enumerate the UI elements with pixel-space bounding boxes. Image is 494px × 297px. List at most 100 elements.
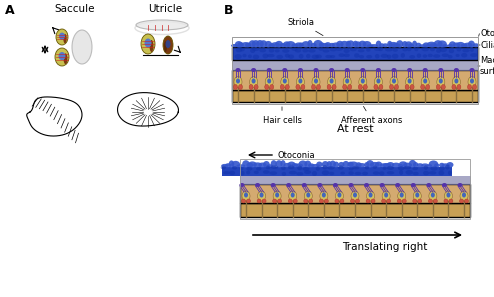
Ellipse shape: [384, 192, 388, 198]
Ellipse shape: [344, 53, 350, 57]
Ellipse shape: [263, 170, 270, 174]
Ellipse shape: [351, 199, 355, 203]
Ellipse shape: [271, 165, 279, 169]
Ellipse shape: [407, 68, 412, 72]
Ellipse shape: [359, 77, 367, 88]
Ellipse shape: [467, 85, 471, 89]
Ellipse shape: [369, 192, 372, 198]
Ellipse shape: [270, 85, 274, 89]
Ellipse shape: [349, 162, 358, 168]
Ellipse shape: [445, 191, 453, 201]
Ellipse shape: [342, 161, 349, 168]
Ellipse shape: [269, 171, 277, 175]
Ellipse shape: [413, 162, 418, 168]
Ellipse shape: [449, 41, 456, 48]
Text: Striola: Striola: [288, 18, 323, 36]
Polygon shape: [222, 167, 452, 176]
Ellipse shape: [408, 44, 414, 48]
Ellipse shape: [360, 68, 365, 72]
Ellipse shape: [325, 55, 332, 58]
Ellipse shape: [284, 163, 291, 168]
FancyBboxPatch shape: [240, 184, 470, 203]
FancyBboxPatch shape: [240, 203, 470, 217]
Ellipse shape: [275, 49, 280, 53]
Ellipse shape: [448, 171, 452, 175]
Ellipse shape: [370, 162, 379, 168]
Ellipse shape: [322, 161, 329, 168]
Ellipse shape: [406, 170, 413, 175]
Ellipse shape: [238, 42, 244, 48]
Ellipse shape: [350, 48, 357, 51]
Ellipse shape: [304, 170, 311, 174]
Ellipse shape: [280, 160, 286, 168]
Ellipse shape: [293, 199, 297, 203]
Ellipse shape: [431, 192, 435, 198]
Ellipse shape: [442, 163, 450, 168]
Ellipse shape: [346, 41, 351, 48]
Ellipse shape: [333, 162, 339, 168]
Ellipse shape: [64, 53, 68, 64]
Text: Saccule: Saccule: [55, 4, 95, 14]
Ellipse shape: [352, 166, 360, 170]
Ellipse shape: [163, 36, 173, 54]
Text: A: A: [5, 4, 15, 17]
Ellipse shape: [302, 183, 307, 187]
Ellipse shape: [317, 85, 321, 89]
Ellipse shape: [343, 85, 347, 89]
Ellipse shape: [453, 77, 460, 88]
Text: Otoconia: Otoconia: [277, 151, 315, 159]
Ellipse shape: [291, 48, 297, 51]
Ellipse shape: [426, 85, 430, 89]
Ellipse shape: [364, 162, 370, 168]
Ellipse shape: [301, 85, 305, 89]
Ellipse shape: [298, 68, 303, 72]
Ellipse shape: [314, 78, 318, 83]
Ellipse shape: [434, 163, 440, 168]
Ellipse shape: [449, 199, 453, 203]
Ellipse shape: [367, 44, 373, 47]
Ellipse shape: [366, 55, 372, 59]
Ellipse shape: [242, 191, 250, 201]
Ellipse shape: [322, 192, 326, 198]
FancyBboxPatch shape: [232, 70, 478, 90]
Ellipse shape: [361, 78, 365, 83]
Ellipse shape: [347, 40, 355, 48]
Ellipse shape: [373, 165, 377, 169]
Ellipse shape: [404, 166, 412, 169]
Ellipse shape: [295, 163, 303, 168]
Ellipse shape: [391, 43, 401, 48]
Ellipse shape: [358, 85, 362, 89]
Ellipse shape: [422, 54, 427, 58]
Polygon shape: [240, 176, 470, 184]
Ellipse shape: [267, 78, 271, 83]
Ellipse shape: [221, 164, 229, 167]
Ellipse shape: [370, 44, 378, 47]
Ellipse shape: [322, 165, 328, 170]
Ellipse shape: [365, 166, 369, 169]
Ellipse shape: [336, 41, 343, 48]
Ellipse shape: [338, 162, 344, 168]
Ellipse shape: [241, 42, 250, 48]
Ellipse shape: [302, 41, 310, 48]
Ellipse shape: [256, 40, 264, 48]
Ellipse shape: [63, 34, 67, 43]
Ellipse shape: [414, 47, 418, 51]
Ellipse shape: [354, 53, 360, 58]
Ellipse shape: [280, 43, 287, 48]
Ellipse shape: [141, 34, 155, 54]
Ellipse shape: [426, 42, 437, 48]
Ellipse shape: [322, 170, 329, 175]
Ellipse shape: [367, 191, 374, 201]
Ellipse shape: [150, 40, 154, 52]
Ellipse shape: [335, 191, 343, 201]
Ellipse shape: [239, 85, 243, 89]
Ellipse shape: [281, 77, 289, 88]
Ellipse shape: [440, 47, 447, 52]
Ellipse shape: [283, 78, 287, 83]
Ellipse shape: [469, 68, 475, 72]
Ellipse shape: [423, 68, 428, 72]
Ellipse shape: [359, 41, 367, 48]
Ellipse shape: [232, 166, 237, 170]
Ellipse shape: [349, 168, 354, 170]
Ellipse shape: [265, 85, 269, 89]
